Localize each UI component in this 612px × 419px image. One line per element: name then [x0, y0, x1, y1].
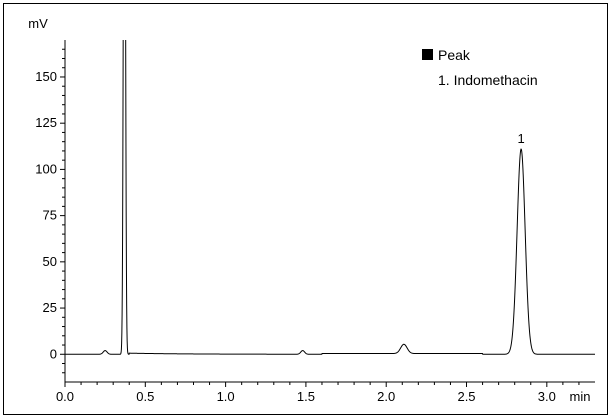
- y-tick-label: 50: [43, 254, 57, 269]
- y-tick-label: 0: [50, 346, 57, 361]
- x-tick-label: 1.5: [297, 389, 315, 404]
- x-tick-label: 2.0: [377, 389, 395, 404]
- chromatogram-trace: [65, 40, 595, 355]
- trace-group: [65, 40, 595, 355]
- x-tick-label: 1.0: [217, 389, 235, 404]
- x-tick-label: 0.5: [136, 389, 154, 404]
- chart-frame: [3, 3, 608, 415]
- legend-marker-icon: [422, 49, 433, 60]
- y-tick-label: 100: [35, 161, 57, 176]
- y-tick-label: 25: [43, 300, 57, 315]
- legend-title: Peak: [438, 47, 471, 63]
- legend: Peak 1. Indomethacin: [422, 47, 538, 88]
- x-tick-label: 2.5: [457, 389, 475, 404]
- y-tick-label: 150: [35, 69, 57, 84]
- y-tick-label: 75: [43, 208, 57, 223]
- legend-entry-1: 1. Indomethacin: [438, 72, 538, 88]
- x-tick-label: 0.0: [56, 389, 74, 404]
- y-axis-unit: mV: [28, 16, 48, 31]
- x-axis-unit: min: [570, 389, 591, 404]
- peak-label: 1: [518, 131, 525, 146]
- x-tick-label: 3.0: [538, 389, 556, 404]
- y-tick-label: 125: [35, 115, 57, 130]
- annotations: 1: [518, 131, 525, 146]
- axes: 0 25 50 75 100 125 150 0.0 0.5 1.0 1.5 2.0 2.5 3.0 mV m…: [28, 16, 595, 404]
